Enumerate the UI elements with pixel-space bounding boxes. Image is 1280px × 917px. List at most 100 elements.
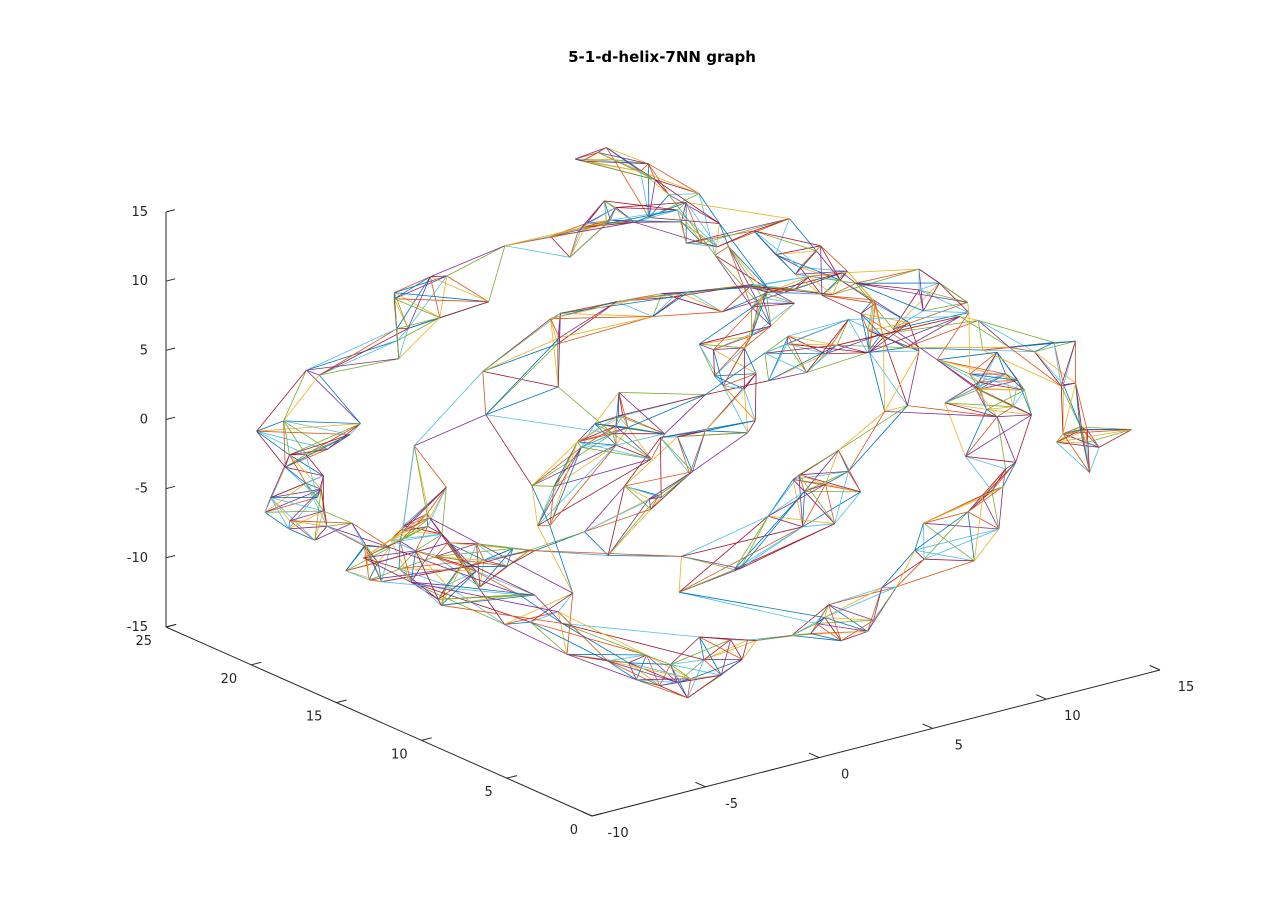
graph-edge (616, 433, 665, 446)
graph-edge (618, 392, 706, 395)
graph-edge (686, 218, 790, 244)
x-tick-mark (1149, 665, 1161, 671)
z-tick-label: 5 (140, 343, 148, 358)
graph-edge (581, 444, 617, 448)
graph-edge (577, 441, 652, 460)
graph-edge (795, 274, 841, 281)
z-tick-label: 10 (131, 274, 148, 289)
graph-edge (753, 230, 821, 247)
graph-edge (837, 316, 961, 346)
graph-edge (996, 406, 1014, 418)
graph-edge (973, 497, 984, 561)
graph-edge (415, 550, 442, 606)
graph-edge (381, 566, 468, 583)
graph-edge (804, 491, 861, 493)
graph-edge (394, 298, 489, 303)
graph-edge (1017, 380, 1025, 391)
graph-edge (681, 202, 687, 222)
graph-edge (965, 416, 998, 457)
graph-edge (604, 200, 678, 211)
graph-edge (762, 297, 795, 304)
graph-edge (996, 352, 1006, 375)
graph-edge (828, 604, 842, 641)
graph-edge (398, 568, 447, 586)
graph-edge (351, 522, 367, 546)
graph-edge (768, 515, 803, 528)
graph-edge (435, 556, 485, 561)
graph-edge (810, 617, 825, 634)
graph-edge (713, 349, 715, 376)
graph-edge (821, 294, 876, 304)
graph-edge (714, 245, 729, 256)
graph-edge (598, 152, 649, 165)
graph-edge (314, 522, 353, 541)
graph-edge (410, 533, 443, 583)
graph-edge (394, 275, 447, 293)
graph-edge (399, 540, 412, 583)
graph-edge (867, 329, 884, 338)
graph-edge (804, 450, 839, 492)
graph-edge (825, 352, 868, 355)
graph-edge (703, 640, 757, 661)
graph-edge (283, 420, 307, 455)
graph-edge (765, 293, 772, 327)
graph-edge (615, 427, 629, 446)
graph-edge (923, 522, 999, 530)
graph-edge (875, 302, 910, 324)
x-tick-mark (808, 752, 820, 759)
graph-edge (1005, 373, 1014, 407)
graph-edge (728, 246, 759, 304)
graph-edge (998, 486, 1004, 530)
graph-edge (764, 319, 849, 354)
graph-edge (714, 347, 745, 377)
graph-edge (628, 654, 647, 664)
graph-edge (681, 556, 741, 569)
graph-edge (447, 542, 481, 588)
graph-edge (652, 311, 723, 317)
graph-edge (828, 587, 882, 606)
graph-edge (722, 287, 750, 313)
graph-edge (410, 550, 416, 583)
graph-edge (670, 636, 700, 665)
graph-edge (798, 449, 839, 476)
graph-edge (751, 297, 763, 308)
graph-edge (705, 352, 766, 395)
graph-edge (397, 328, 409, 341)
graph-edge (1053, 342, 1062, 387)
graph-edge (1056, 429, 1132, 443)
graph-edge (768, 515, 835, 525)
graph-edge (305, 423, 361, 455)
graph-edge (581, 446, 652, 460)
graph-edge (802, 491, 805, 527)
graph-edge (365, 545, 370, 580)
graph-edge (288, 510, 324, 530)
graph-edge (1005, 373, 1025, 391)
graph-edge (914, 523, 924, 551)
graph-edge (673, 284, 753, 298)
graph-edge (923, 523, 925, 560)
graph-edge (997, 414, 1032, 418)
graph-edge (714, 254, 759, 304)
graph-edge (722, 335, 752, 386)
graph-edge (918, 282, 940, 291)
graph-edge (438, 570, 477, 600)
graph-edge (824, 617, 842, 642)
graph-edge (326, 522, 352, 527)
graph-edge (314, 489, 322, 541)
graph-edge (413, 445, 428, 515)
graph-edge (714, 375, 745, 390)
graph-edge (806, 344, 838, 373)
graph-edge (698, 344, 715, 377)
graph-edge (482, 371, 487, 415)
graph-edge (1053, 342, 1064, 385)
graph-edge (504, 611, 559, 625)
graph-edge (896, 550, 916, 587)
graph-edge (846, 270, 876, 304)
graph-edge (283, 420, 286, 468)
graph-edge (256, 430, 286, 468)
graph-edge (978, 320, 1055, 343)
graph-edge (326, 525, 367, 546)
graph-edge (435, 548, 513, 557)
graph-edge (714, 375, 724, 387)
graph-edge (937, 359, 1018, 381)
